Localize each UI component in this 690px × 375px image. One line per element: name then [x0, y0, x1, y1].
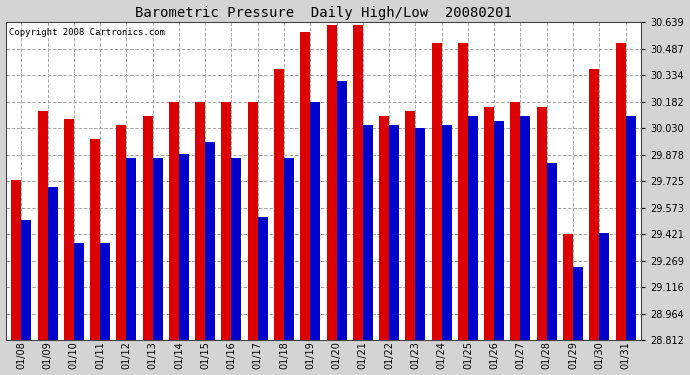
- Bar: [74, 243, 84, 340]
- Bar: [573, 267, 583, 340]
- Bar: [537, 107, 546, 340]
- Bar: [546, 163, 557, 340]
- Bar: [152, 158, 163, 340]
- Bar: [415, 128, 425, 340]
- Bar: [231, 158, 241, 340]
- Bar: [599, 232, 609, 340]
- Bar: [90, 138, 100, 340]
- Bar: [337, 81, 346, 340]
- Bar: [520, 116, 531, 340]
- Bar: [458, 43, 468, 340]
- Bar: [484, 107, 494, 340]
- Bar: [248, 102, 258, 340]
- Bar: [589, 69, 599, 340]
- Bar: [64, 119, 74, 340]
- Bar: [310, 102, 320, 340]
- Bar: [326, 26, 337, 340]
- Bar: [563, 234, 573, 340]
- Bar: [284, 158, 294, 340]
- Bar: [379, 116, 389, 340]
- Bar: [468, 116, 478, 340]
- Bar: [494, 121, 504, 340]
- Bar: [21, 220, 31, 340]
- Bar: [432, 43, 442, 340]
- Bar: [615, 43, 626, 340]
- Bar: [406, 111, 415, 340]
- Bar: [389, 124, 399, 340]
- Bar: [11, 180, 21, 340]
- Bar: [48, 187, 57, 340]
- Bar: [195, 102, 205, 340]
- Bar: [205, 142, 215, 340]
- Bar: [126, 158, 137, 340]
- Bar: [274, 69, 284, 340]
- Bar: [442, 124, 452, 340]
- Bar: [38, 111, 48, 340]
- Text: Copyright 2008 Cartronics.com: Copyright 2008 Cartronics.com: [9, 28, 165, 38]
- Bar: [353, 26, 363, 340]
- Bar: [143, 116, 152, 340]
- Title: Barometric Pressure  Daily High/Low  20080201: Barometric Pressure Daily High/Low 20080…: [135, 6, 512, 20]
- Bar: [511, 102, 520, 340]
- Bar: [179, 154, 189, 340]
- Bar: [300, 32, 310, 340]
- Bar: [100, 243, 110, 340]
- Bar: [363, 124, 373, 340]
- Bar: [221, 102, 231, 340]
- Bar: [626, 116, 635, 340]
- Bar: [258, 217, 268, 340]
- Bar: [117, 124, 126, 340]
- Bar: [169, 102, 179, 340]
